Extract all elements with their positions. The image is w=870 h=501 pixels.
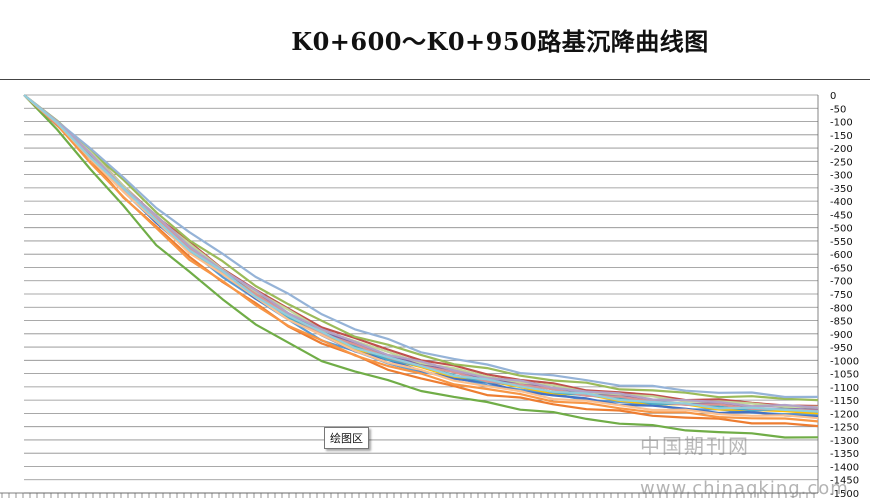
y-tick-label: -1100 <box>830 383 859 394</box>
y-tick-label: -700 <box>830 277 853 288</box>
y-tick-label: -200 <box>830 144 853 155</box>
y-tick-label: -1200 <box>830 409 859 420</box>
y-tick-label: -1000 <box>830 356 859 367</box>
series-line[interactable] <box>23 94 819 402</box>
y-axis-ticks: 0 -50 -100 -150 -200 -250 -300 -350 -400 -450 -500… <box>830 91 859 500</box>
series-line[interactable] <box>23 94 819 413</box>
x-axis-ticks <box>0 492 818 498</box>
series-lines <box>23 94 819 439</box>
y-tick-label: -1500 <box>830 489 859 500</box>
y-tick-label: -950 <box>830 343 853 354</box>
y-tick-label: -800 <box>830 303 853 314</box>
y-tick-label: -150 <box>830 131 853 142</box>
series-line[interactable] <box>23 94 819 409</box>
y-tick-label: -550 <box>830 237 853 248</box>
y-tick-label: -650 <box>830 263 853 274</box>
series-line[interactable] <box>23 94 819 408</box>
y-tick-label: -1350 <box>830 449 859 460</box>
series-line[interactable] <box>23 94 819 399</box>
y-tick-label: -350 <box>830 184 853 195</box>
y-tick-label: -100 <box>830 118 853 129</box>
y-tick-label: -1400 <box>830 462 859 473</box>
y-tick-label: -1250 <box>830 423 859 434</box>
y-tick-label: -450 <box>830 210 853 221</box>
series-line[interactable] <box>23 94 819 423</box>
y-tick-label: -900 <box>830 330 853 341</box>
y-tick-label: -400 <box>830 197 853 208</box>
y-tick-label: -50 <box>830 104 846 115</box>
y-tick-label: -1150 <box>830 396 859 407</box>
plot-area-tooltip: 绘图区 <box>324 427 369 449</box>
series-line[interactable] <box>23 94 819 418</box>
y-tick-label: -1050 <box>830 370 859 381</box>
y-tick-label: -500 <box>830 224 853 235</box>
y-tick-label: -1300 <box>830 436 859 447</box>
series-line[interactable] <box>23 94 819 439</box>
series-line[interactable] <box>23 94 819 428</box>
series-line[interactable] <box>23 94 819 420</box>
y-tick-label: -750 <box>830 290 853 301</box>
y-tick-label: -250 <box>830 157 853 168</box>
watermark-url: www.chinaqking.com <box>640 478 849 499</box>
y-tick-label: -600 <box>830 250 853 261</box>
y-tick-label: -1450 <box>830 476 859 487</box>
watermark-cn: 中国期刊网 <box>640 434 750 458</box>
chart-title: K0+600～K0+950路基沉降曲线图 <box>291 27 709 56</box>
y-tick-label: -850 <box>830 317 853 328</box>
y-tick-label: -300 <box>830 171 853 182</box>
y-tick-label: 0 <box>830 91 836 102</box>
title-divider <box>0 79 870 80</box>
